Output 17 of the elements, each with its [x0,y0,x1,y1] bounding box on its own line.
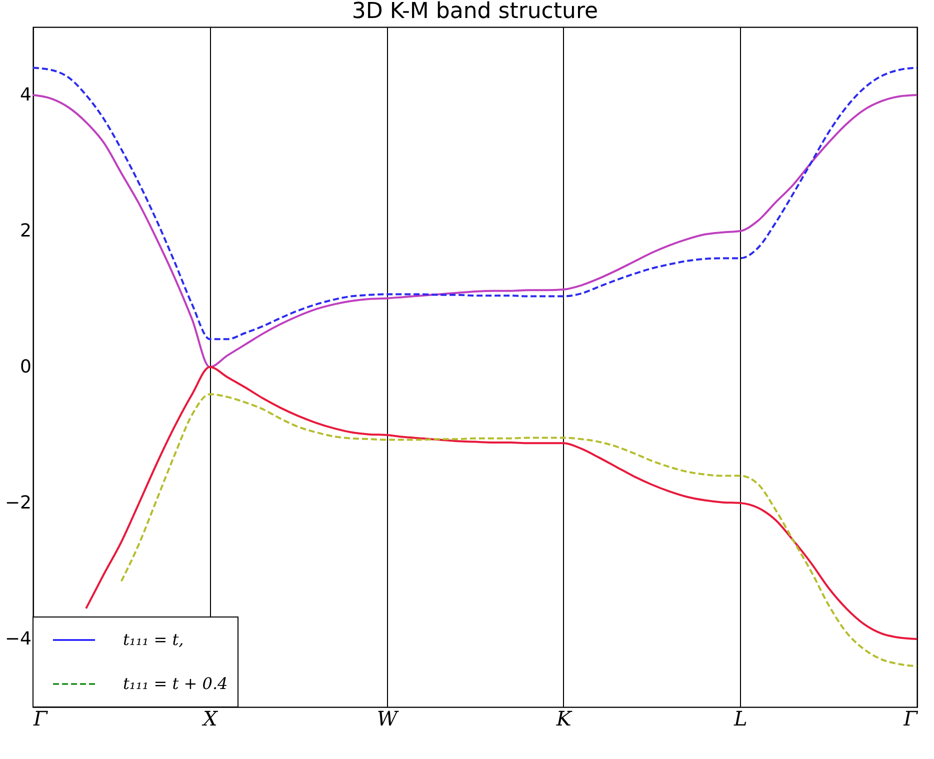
y-tick-label: −2 [4,492,32,514]
chart-title: 3D K-M band structure [352,0,598,24]
y-tick-label: 0 [20,356,32,378]
x-tick-label: W [376,706,399,730]
y-tick-label: −4 [4,628,32,650]
x-tick-label: L [733,706,748,730]
line-series [120,393,918,668]
x-tick-label: K [555,706,572,730]
x-tick-label: Γ [32,706,48,730]
y-tick-label: 2 [20,220,32,242]
x-tick-label: Γ [902,706,919,730]
line-series [32,94,918,368]
legend-label: t₁₁₁ = t + 0.4 [123,674,228,693]
x-tick-label: X [201,706,218,730]
legend-label: t₁₁₁ = t, [123,630,184,649]
line-series [32,66,918,340]
y-tick-label: 4 [20,84,32,106]
